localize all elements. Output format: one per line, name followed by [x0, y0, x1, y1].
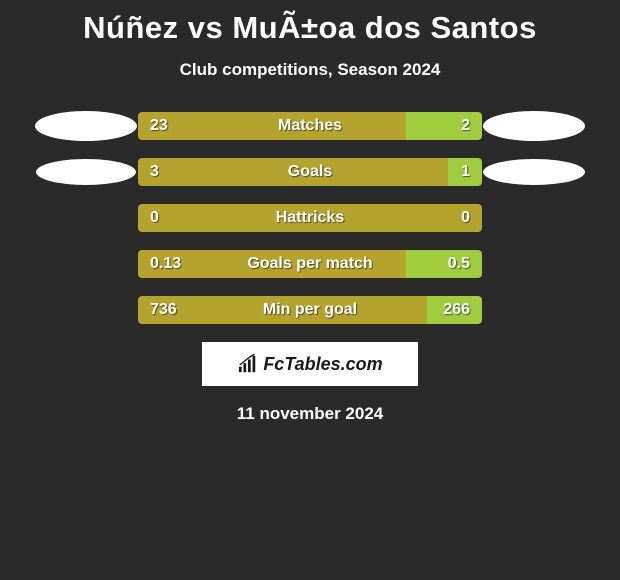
stat-bar: 0.130.5Goals per match [138, 250, 482, 278]
stat-left-value: 0 [150, 204, 159, 232]
stat-bar-left [138, 204, 482, 232]
stat-left-value: 736 [150, 296, 177, 324]
stat-bar: 00Hattricks [138, 204, 482, 232]
player-right-photo [483, 111, 585, 141]
stat-right-value: 266 [443, 296, 470, 324]
comparison-card: Núñez vs MuÃ±oa dos Santos Club competit… [0, 0, 620, 580]
date-label: 11 november 2024 [0, 404, 620, 424]
stat-bar-right [406, 112, 482, 140]
stat-row: 00Hattricks [0, 204, 620, 232]
subtitle: Club competitions, Season 2024 [0, 60, 620, 80]
player-left-photo [35, 111, 137, 141]
stat-bar: 736266Min per goal [138, 296, 482, 324]
stat-row: 31Goals [0, 158, 620, 186]
chart-icon [237, 354, 259, 374]
branding-badge[interactable]: FcTables.com [202, 342, 418, 386]
stat-right-value: 2 [461, 112, 470, 140]
player-left-photo-slot [34, 159, 138, 185]
stat-row: 232Matches [0, 112, 620, 140]
stat-left-value: 0.13 [150, 250, 181, 278]
player-left-photo-slot [34, 111, 138, 141]
player-right-photo [483, 159, 585, 185]
player-right-photo-slot [482, 111, 586, 141]
stat-left-value: 23 [150, 112, 168, 140]
stat-bar-left [138, 296, 427, 324]
stat-bar-right [406, 250, 482, 278]
stat-left-value: 3 [150, 158, 159, 186]
stat-right-value: 0 [461, 204, 470, 232]
stat-bar: 31Goals [138, 158, 482, 186]
stats-area: 232Matches31Goals00Hattricks0.130.5Goals… [0, 112, 620, 324]
stat-row: 0.130.5Goals per match [0, 250, 620, 278]
player-right-photo-slot [482, 159, 586, 185]
player-left-photo [36, 159, 136, 185]
page-title: Núñez vs MuÃ±oa dos Santos [0, 0, 620, 46]
stat-bar: 232Matches [138, 112, 482, 140]
stat-row: 736266Min per goal [0, 296, 620, 324]
stat-bar-left [138, 158, 448, 186]
stat-bar-left [138, 112, 406, 140]
branding-text: FcTables.com [263, 354, 382, 375]
stat-right-value: 1 [461, 158, 470, 186]
stat-right-value: 0.5 [448, 250, 470, 278]
